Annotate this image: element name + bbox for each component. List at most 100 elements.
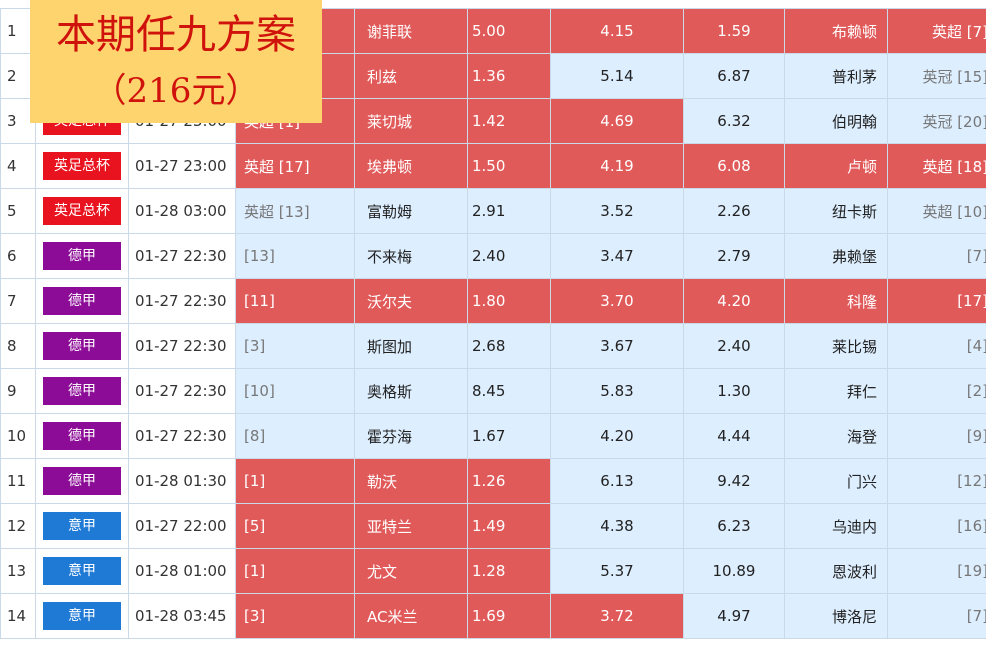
league-cell: 德甲: [35, 233, 129, 279]
odds-lose: 6.32: [683, 98, 785, 144]
odds-lose: 4.20: [683, 278, 785, 324]
home-rank: 英超 [17]: [235, 143, 355, 189]
odds-draw: 3.47: [550, 233, 684, 279]
banner-title: 本期任九方案: [56, 12, 296, 58]
home-rank: [1]: [235, 458, 355, 504]
league-badge[interactable]: 意甲: [43, 602, 121, 630]
odds-lose: 6.08: [683, 143, 785, 189]
table-row: 11 德甲 01-28 01:30 [1] 勒沃 1.26 6.13 9.42 门兴 [12]: [0, 458, 986, 504]
odds-draw: 3.52: [550, 188, 684, 234]
odds-win: 1.50: [467, 143, 551, 189]
away-rank: [16]: [887, 503, 986, 549]
odds-draw: 4.20: [550, 413, 684, 459]
league-badge[interactable]: 德甲: [43, 242, 121, 270]
row-number: 4: [0, 143, 36, 189]
home-rank: [8]: [235, 413, 355, 459]
odds-draw: 4.38: [550, 503, 684, 549]
away-team: 布赖顿: [784, 8, 888, 54]
match-time: 01-27 22:30: [128, 323, 236, 369]
away-team: 拜仁: [784, 368, 888, 414]
league-cell: 英足总杯: [35, 188, 129, 234]
odds-win: 1.67: [467, 413, 551, 459]
league-badge[interactable]: 德甲: [43, 287, 121, 315]
odds-draw: 5.37: [550, 548, 684, 594]
league-badge[interactable]: 德甲: [43, 377, 121, 405]
league-badge[interactable]: 德甲: [43, 467, 121, 495]
away-rank: 英超 [18]: [887, 143, 986, 189]
home-team: 尤文: [354, 548, 468, 594]
home-team: 谢菲联: [354, 8, 468, 54]
odds-lose: 10.89: [683, 548, 785, 594]
table-row: 4 英足总杯 01-27 23:00 英超 [17] 埃弗顿 1.50 4.19 6.08 卢顿…: [0, 143, 986, 189]
away-team: 莱比锡: [784, 323, 888, 369]
away-rank: [2]: [887, 368, 986, 414]
away-team: 纽卡斯: [784, 188, 888, 234]
away-team: 科隆: [784, 278, 888, 324]
match-time: 01-28 01:00: [128, 548, 236, 594]
away-rank: 英超 [7]: [887, 8, 986, 54]
table-row: 6 德甲 01-27 22:30 [13] 不来梅 2.40 3.47 2.79 弗赖堡 [7]: [0, 233, 986, 279]
match-time: 01-27 22:30: [128, 278, 236, 324]
odds-win: 1.69: [467, 593, 551, 639]
away-team: 普利茅: [784, 53, 888, 99]
row-number: 13: [0, 548, 36, 594]
odds-draw: 4.15: [550, 8, 684, 54]
league-cell: 英足总杯: [35, 143, 129, 189]
odds-draw: 5.83: [550, 368, 684, 414]
league-cell: 意甲: [35, 548, 129, 594]
home-rank: [1]: [235, 548, 355, 594]
match-time: 01-27 22:30: [128, 413, 236, 459]
away-team: 乌迪内: [784, 503, 888, 549]
league-badge[interactable]: 英足总杯: [43, 197, 121, 225]
away-rank: 英超 [10]: [887, 188, 986, 234]
row-number: 6: [0, 233, 36, 279]
match-time: 01-28 03:45: [128, 593, 236, 639]
odds-draw: 3.70: [550, 278, 684, 324]
home-team: 不来梅: [354, 233, 468, 279]
away-team: 卢顿: [784, 143, 888, 189]
away-rank: [12]: [887, 458, 986, 504]
odds-win: 1.42: [467, 98, 551, 144]
league-cell: 德甲: [35, 368, 129, 414]
odds-lose: 6.87: [683, 53, 785, 99]
league-cell: 德甲: [35, 458, 129, 504]
odds-draw: 3.72: [550, 593, 684, 639]
home-rank: 英超 [13]: [235, 188, 355, 234]
match-time: 01-27 22:30: [128, 233, 236, 279]
league-cell: 德甲: [35, 413, 129, 459]
table-row: 13 意甲 01-28 01:00 [1] 尤文 1.28 5.37 10.89 恩波利 [19]: [0, 548, 986, 594]
table-row: 14 意甲 01-28 03:45 [3] AC米兰 1.69 3.72 4.97 博洛尼 [7]: [0, 593, 986, 639]
league-badge[interactable]: 英足总杯: [43, 152, 121, 180]
table-row: 9 德甲 01-27 22:30 [10] 奥格斯 8.45 5.83 1.30 拜仁 [2]: [0, 368, 986, 414]
home-team: AC米兰: [354, 593, 468, 639]
away-team: 恩波利: [784, 548, 888, 594]
odds-win: 1.28: [467, 548, 551, 594]
home-team: 奥格斯: [354, 368, 468, 414]
home-team: 斯图加: [354, 323, 468, 369]
home-team: 勒沃: [354, 458, 468, 504]
odds-win: 2.91: [467, 188, 551, 234]
league-badge[interactable]: 德甲: [43, 332, 121, 360]
odds-lose: 2.40: [683, 323, 785, 369]
row-number: 7: [0, 278, 36, 324]
odds-lose: 2.26: [683, 188, 785, 234]
odds-lose: 1.30: [683, 368, 785, 414]
league-cell: 德甲: [35, 278, 129, 324]
odds-win: 1.80: [467, 278, 551, 324]
league-badge[interactable]: 意甲: [43, 557, 121, 585]
away-team: 弗赖堡: [784, 233, 888, 279]
odds-win: 2.68: [467, 323, 551, 369]
odds-win: 5.00: [467, 8, 551, 54]
away-rank: [9]: [887, 413, 986, 459]
league-badge[interactable]: 意甲: [43, 512, 121, 540]
away-rank: [17]: [887, 278, 986, 324]
home-team: 莱切城: [354, 98, 468, 144]
home-rank: [13]: [235, 233, 355, 279]
home-team: 利兹: [354, 53, 468, 99]
odds-lose: 2.79: [683, 233, 785, 279]
league-badge[interactable]: 德甲: [43, 422, 121, 450]
league-cell: 意甲: [35, 503, 129, 549]
home-rank: [3]: [235, 323, 355, 369]
row-number: 11: [0, 458, 36, 504]
